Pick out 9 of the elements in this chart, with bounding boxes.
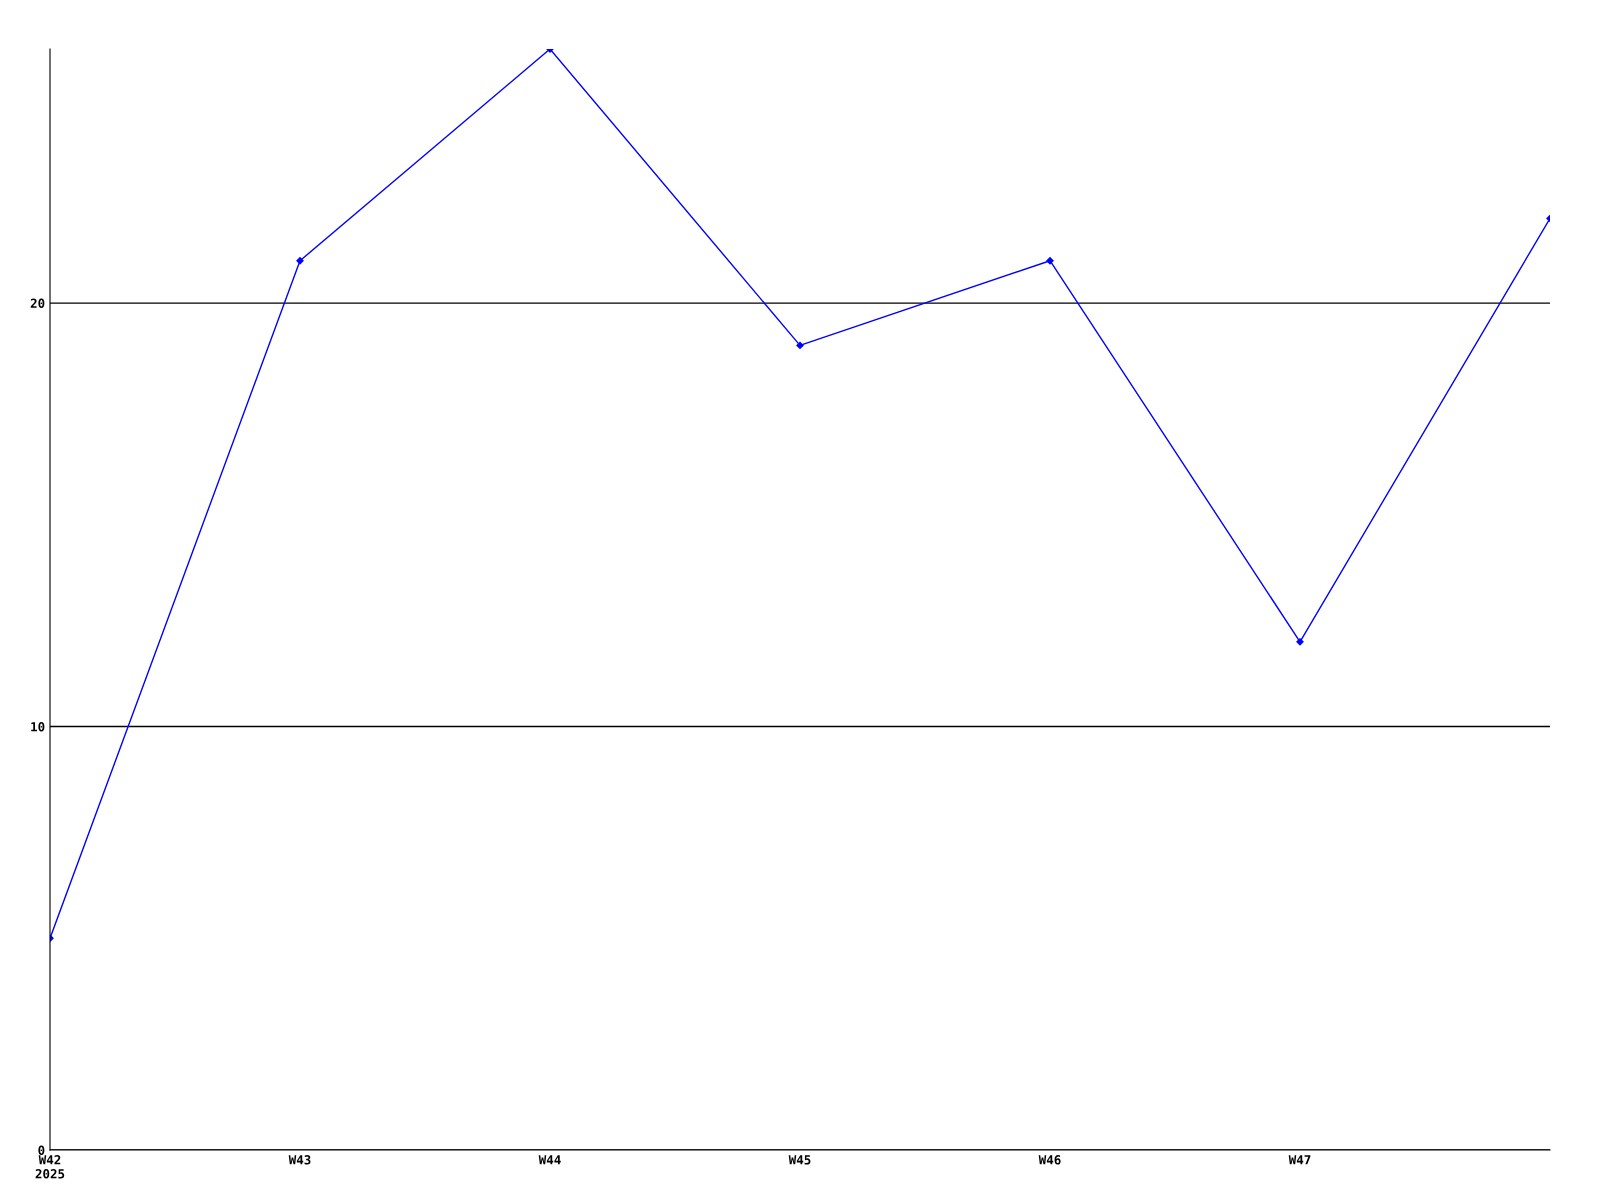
y-tick-label: 10 (31, 722, 45, 732)
y-tick-label: 0 (38, 1145, 45, 1155)
x-tick-label: W43 (288, 1155, 311, 1165)
x-tick-label: W42 2025 (35, 1155, 65, 1179)
x-tick-label: W46 (1038, 1155, 1061, 1165)
x-tick-label: W47 (1288, 1155, 1311, 1165)
y-tick-label: 20 (30, 298, 45, 308)
x-tick-label: W45 (788, 1155, 811, 1165)
x-tick-label: W44 (538, 1155, 561, 1165)
